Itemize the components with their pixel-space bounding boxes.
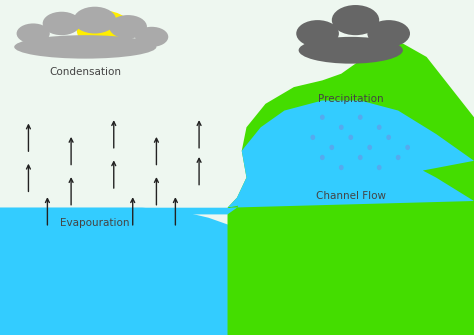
Ellipse shape	[43, 12, 81, 35]
Ellipse shape	[405, 145, 410, 150]
Polygon shape	[0, 100, 474, 214]
Ellipse shape	[299, 37, 403, 64]
Text: Condensation: Condensation	[49, 67, 121, 77]
Ellipse shape	[332, 5, 379, 35]
Circle shape	[77, 11, 132, 50]
Polygon shape	[0, 208, 474, 335]
Ellipse shape	[320, 155, 325, 160]
Ellipse shape	[377, 165, 382, 170]
Ellipse shape	[367, 145, 372, 150]
Text: Evapouration: Evapouration	[60, 218, 129, 228]
Ellipse shape	[14, 35, 156, 59]
Ellipse shape	[329, 145, 334, 150]
Text: Channel Flow: Channel Flow	[316, 191, 386, 201]
Ellipse shape	[339, 165, 344, 170]
Ellipse shape	[348, 135, 353, 140]
Ellipse shape	[358, 115, 363, 120]
Ellipse shape	[17, 23, 50, 44]
Ellipse shape	[296, 20, 339, 47]
Ellipse shape	[377, 125, 382, 130]
Ellipse shape	[367, 20, 410, 47]
Ellipse shape	[310, 135, 315, 140]
Text: Precipitation: Precipitation	[318, 94, 383, 104]
Ellipse shape	[339, 125, 344, 130]
Ellipse shape	[109, 15, 147, 39]
Ellipse shape	[358, 155, 363, 160]
Ellipse shape	[320, 115, 325, 120]
Ellipse shape	[135, 27, 168, 47]
Polygon shape	[228, 44, 474, 335]
Ellipse shape	[396, 155, 401, 160]
Ellipse shape	[73, 7, 116, 34]
Ellipse shape	[386, 135, 391, 140]
